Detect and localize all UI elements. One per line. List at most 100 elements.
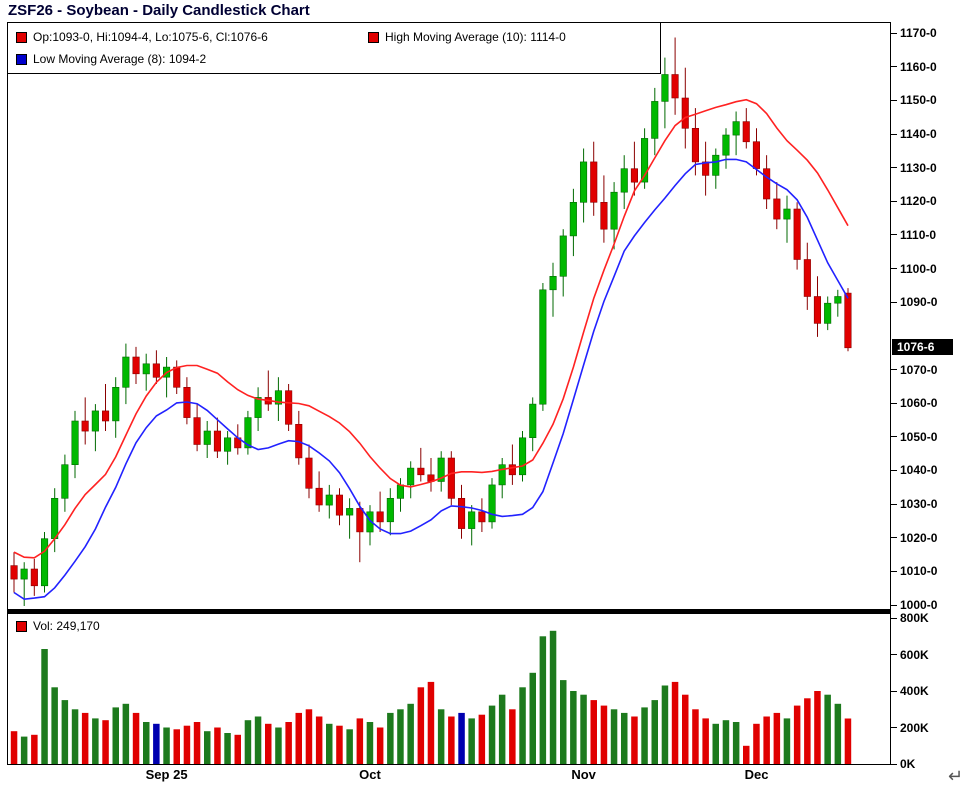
candle-body bbox=[30, 568, 38, 587]
candlestick-plot[interactable] bbox=[8, 23, 890, 609]
volume-bar bbox=[234, 734, 241, 764]
volume-bar bbox=[387, 712, 394, 764]
candle-body bbox=[651, 101, 659, 139]
candle-body bbox=[671, 74, 679, 99]
candle-body bbox=[803, 259, 811, 297]
volume-bar bbox=[275, 727, 282, 764]
ohlc-swatch-icon bbox=[16, 31, 27, 43]
volume-bar bbox=[814, 691, 821, 764]
volume-bar bbox=[590, 700, 597, 764]
time-tick-label: Nov bbox=[571, 767, 596, 782]
volume-tick-label: 0K bbox=[891, 757, 915, 771]
volume-bar bbox=[498, 694, 506, 764]
volume-bar bbox=[732, 722, 740, 764]
volume-bar bbox=[488, 705, 496, 764]
volume-bar bbox=[519, 687, 526, 764]
volume-bar bbox=[346, 729, 353, 764]
candle-body bbox=[457, 497, 466, 529]
legend-high-ma: High Moving Average (10): 1114-0 bbox=[368, 30, 566, 44]
volume-bar bbox=[407, 703, 414, 764]
volume-bar bbox=[753, 723, 760, 764]
legend-low-ma: Low Moving Average (8): 1094-2 bbox=[16, 52, 206, 66]
legend-ohlc: Op:1093-0, Hi:1094-4, Lo:1075-6, Cl:1076… bbox=[16, 30, 368, 44]
candle-body bbox=[518, 437, 527, 476]
candle-body bbox=[600, 202, 608, 230]
volume-bar bbox=[295, 712, 302, 764]
candle-body bbox=[305, 457, 313, 489]
volume-bar bbox=[143, 722, 150, 764]
candle-body bbox=[91, 410, 99, 432]
time-axis: Sep 25 Oct Nov Dec bbox=[7, 767, 891, 787]
price-tick-label: 1160-0 bbox=[891, 60, 937, 74]
price-tick-label: 1070-0 bbox=[891, 363, 937, 377]
candle-body bbox=[61, 464, 69, 499]
volume-legend-label: Vol: 249,170 bbox=[33, 619, 100, 633]
volume-bar bbox=[621, 712, 628, 764]
volume-bar bbox=[651, 700, 658, 764]
last-price-tag: 1076-6 bbox=[892, 338, 953, 355]
candle-body bbox=[702, 161, 710, 176]
candle-body bbox=[488, 484, 496, 523]
volume-bar bbox=[254, 716, 262, 764]
price-tick-label: 1120-0 bbox=[891, 194, 937, 208]
candle-body bbox=[712, 154, 720, 176]
volume-bar bbox=[356, 718, 364, 764]
candle-body bbox=[681, 97, 689, 129]
volume-axis: 800K 600K 400K 200K 0K bbox=[891, 610, 977, 771]
volume-bar bbox=[305, 709, 313, 764]
volume-bar bbox=[173, 729, 180, 764]
candle-body bbox=[732, 121, 740, 136]
candle-body bbox=[132, 356, 140, 375]
candle-body bbox=[112, 386, 120, 422]
candle-body bbox=[813, 296, 822, 324]
tick-mark bbox=[891, 537, 897, 539]
tick-mark bbox=[891, 503, 897, 505]
volume-bar bbox=[71, 709, 79, 764]
volume-bar bbox=[610, 709, 618, 764]
candle-body bbox=[376, 511, 384, 523]
candle-body bbox=[569, 202, 577, 237]
volume-bar bbox=[183, 725, 191, 764]
volume-bar bbox=[163, 727, 170, 764]
volume-bar bbox=[41, 649, 48, 764]
volume-bar bbox=[285, 722, 292, 764]
volume-bar bbox=[51, 687, 58, 764]
tick-mark bbox=[891, 369, 897, 370]
volume-bar bbox=[132, 712, 140, 764]
candle-body bbox=[142, 363, 150, 375]
volume-bar bbox=[631, 716, 638, 764]
tick-mark bbox=[891, 200, 897, 202]
high-ma-swatch-icon bbox=[368, 31, 379, 43]
candle-body bbox=[773, 198, 781, 220]
tick-mark bbox=[891, 402, 897, 404]
volume-bar bbox=[102, 720, 109, 764]
volume-bar bbox=[783, 718, 791, 764]
candle-body bbox=[478, 511, 486, 523]
volume-panel[interactable]: Vol: 249,170 bbox=[7, 610, 891, 765]
volume-plot[interactable] bbox=[8, 614, 890, 764]
legend-low-ma-label: Low Moving Average (8): 1094-2 bbox=[33, 52, 207, 66]
candle-body bbox=[590, 161, 598, 203]
candle-body bbox=[173, 366, 181, 388]
tick-mark bbox=[891, 268, 897, 270]
candle-body bbox=[447, 457, 455, 499]
candle-body bbox=[691, 128, 700, 163]
candle-body bbox=[335, 494, 344, 516]
candle-body bbox=[213, 430, 221, 452]
candle-body bbox=[742, 121, 750, 143]
volume-bar bbox=[600, 705, 608, 764]
volume-bar bbox=[326, 723, 333, 764]
candle-body bbox=[539, 289, 547, 405]
candle-body bbox=[783, 208, 791, 220]
tick-mark bbox=[891, 301, 897, 303]
volume-bar bbox=[793, 705, 801, 764]
volume-tick-label: 400K bbox=[891, 684, 929, 698]
price-chart-panel[interactable]: Op:1093-0, Hi:1094-4, Lo:1075-6, Cl:1076… bbox=[7, 22, 891, 610]
candle-body bbox=[285, 390, 293, 425]
volume-bar bbox=[376, 727, 384, 764]
volume-bar bbox=[763, 716, 770, 764]
volume-bar bbox=[153, 723, 160, 764]
price-tick-label: 1030-0 bbox=[891, 497, 937, 511]
candle-body bbox=[10, 565, 18, 580]
